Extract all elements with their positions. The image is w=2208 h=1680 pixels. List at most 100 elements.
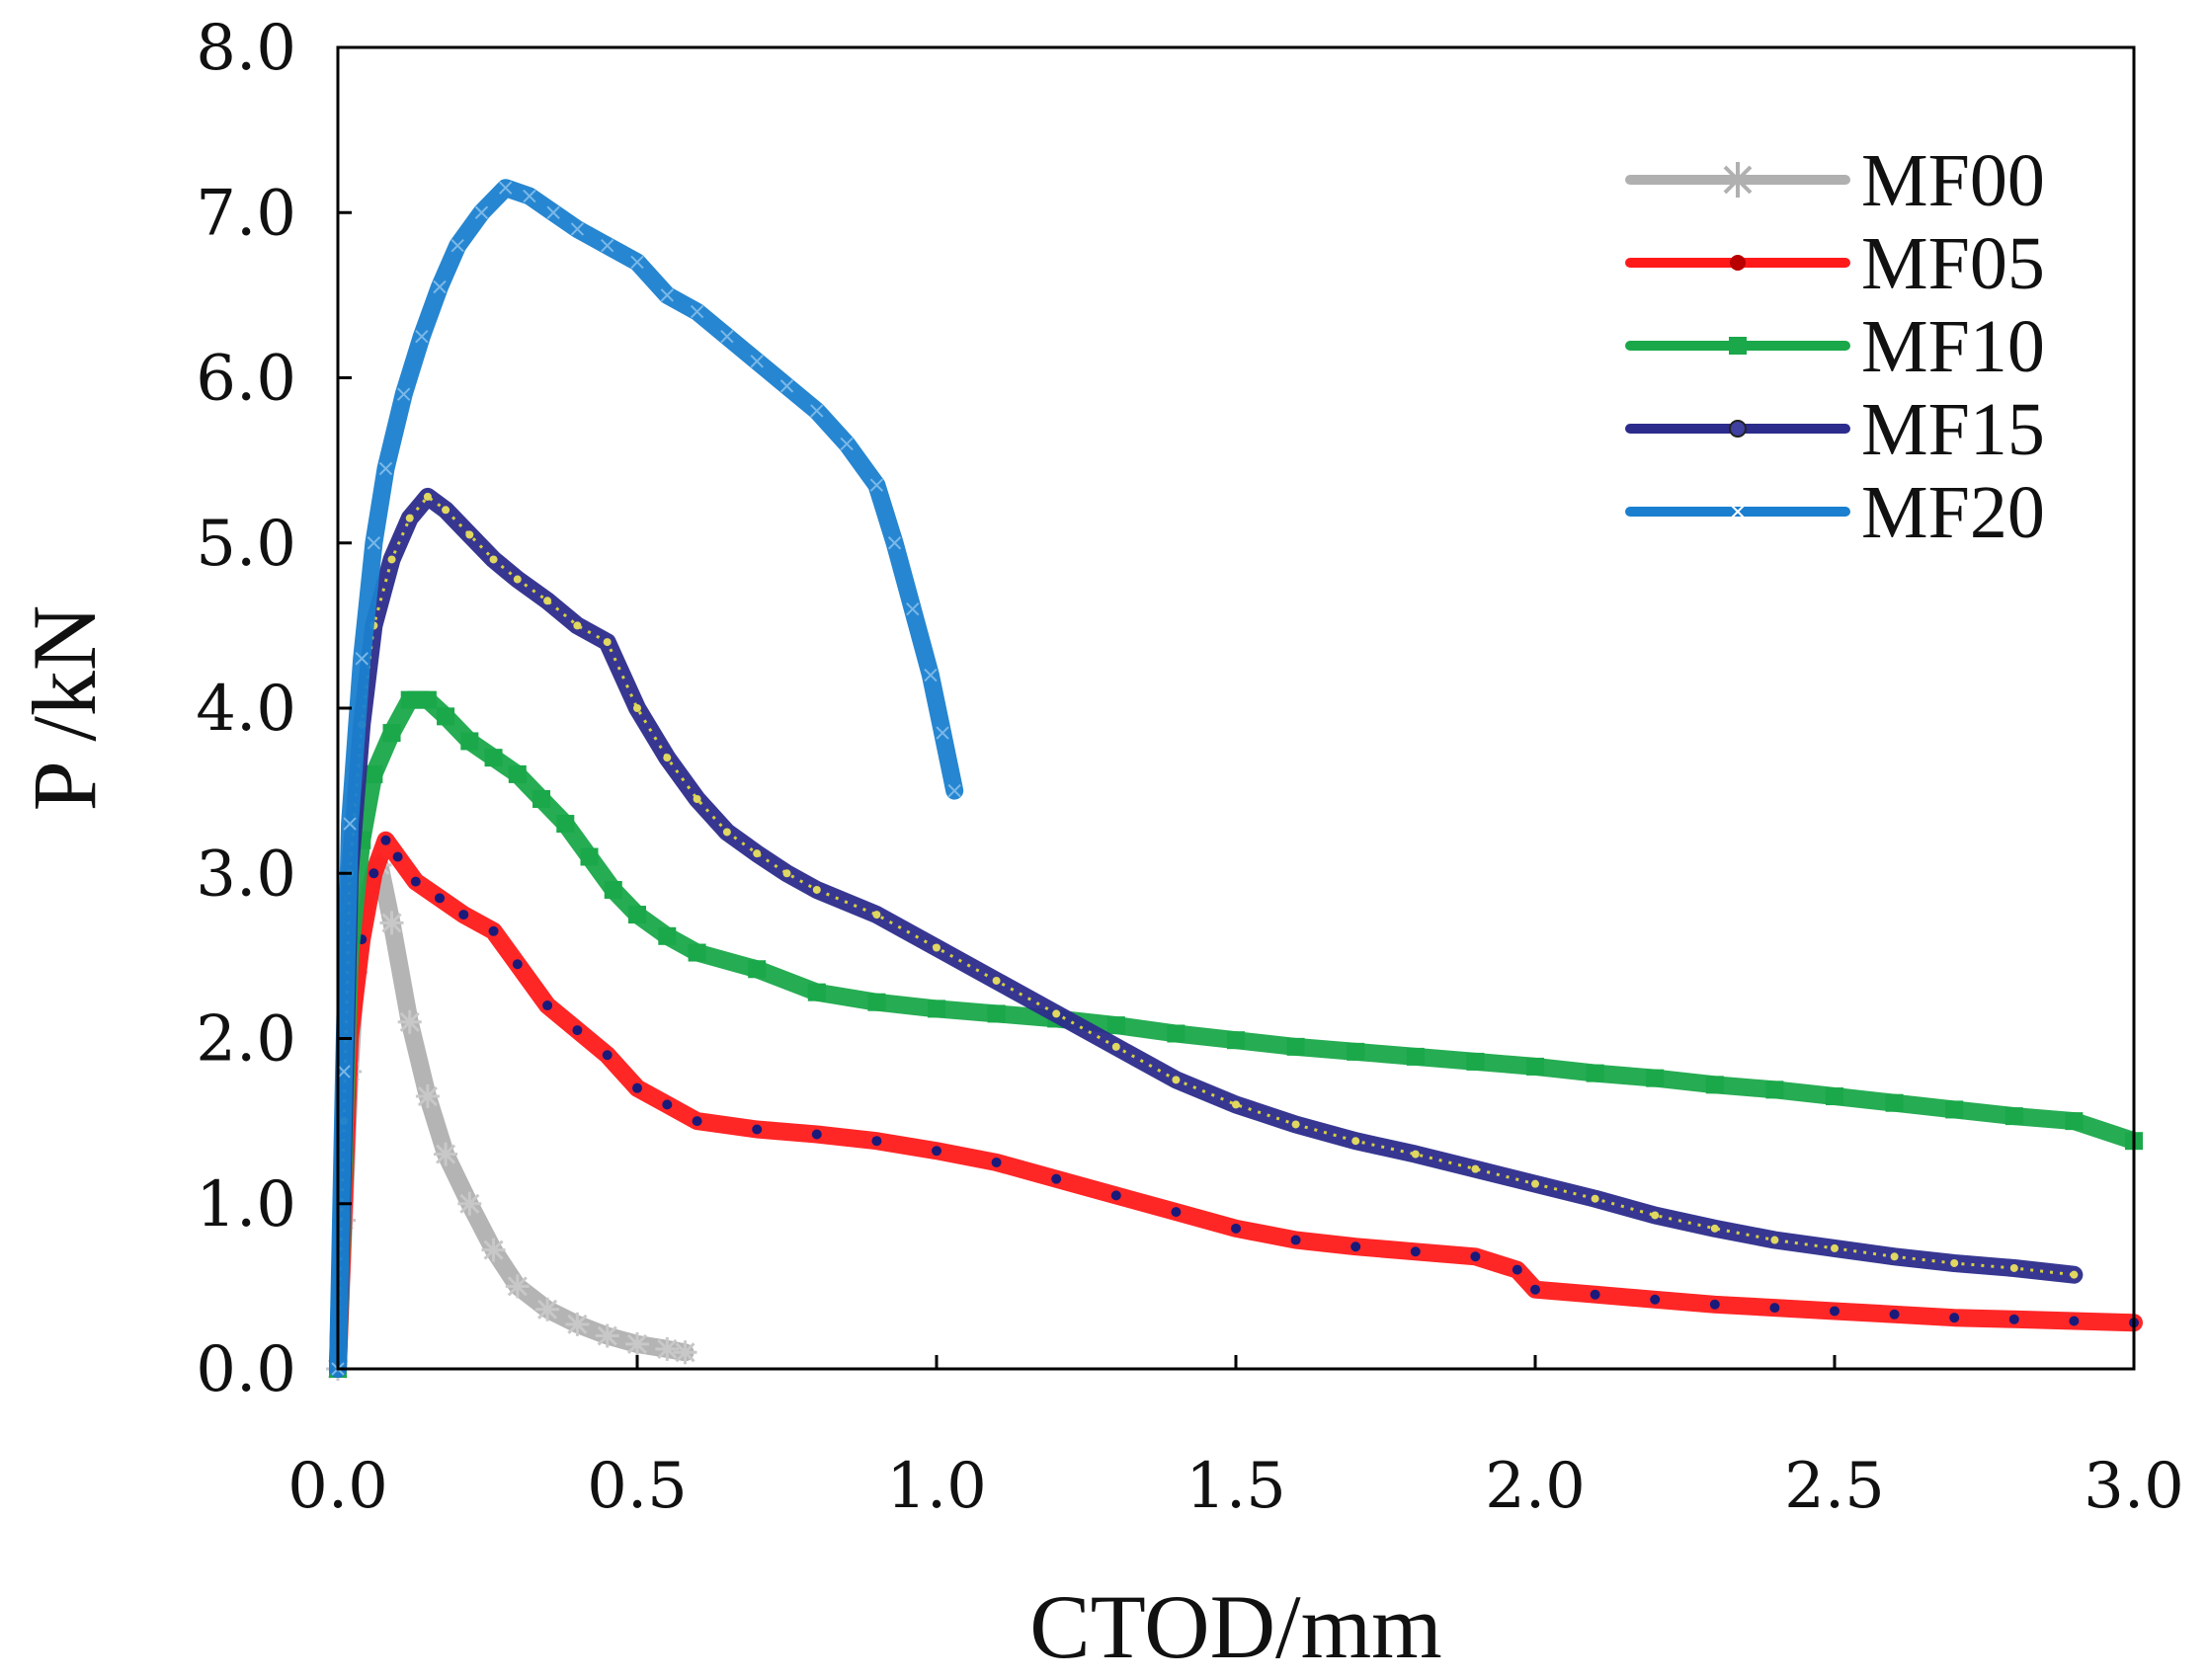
data-point-mf10 [382,724,401,743]
data-point-mf10 [532,789,551,808]
data-point-mf15 [1052,1009,1061,1018]
data-point-mf20 [474,205,489,219]
data-point-mf15 [753,849,762,858]
x-axis-title: CTOD/mm [1029,1576,1441,1677]
data-point-mf15 [1111,1042,1120,1051]
data-point-mf10 [1705,1076,1724,1094]
data-point-mf15 [992,976,1001,985]
data-point-mf10 [437,707,455,726]
data-point-mf20 [396,387,411,401]
data-point-mf15 [693,794,701,803]
data-point-mf05 [1530,1284,1540,1295]
y-tick-label: 2.0 [196,1003,296,1077]
x-tick-label: 0.5 [587,1450,688,1523]
data-point-mf00 [415,1084,440,1109]
data-point-mf20 [947,783,961,798]
data-point-mf05 [542,1000,553,1011]
data-point-mf20 [887,536,902,550]
y-tick-label: 1.0 [196,1168,296,1241]
data-point-mf20 [936,726,949,740]
data-point-mf10 [807,983,826,1001]
data-point-mf05 [692,1116,702,1127]
legend-label-mf20: MF20 [1861,471,2045,554]
data-point-mf05 [932,1146,941,1157]
data-point-mf00 [505,1274,530,1299]
data-point-mf20 [660,288,675,302]
data-point-mf10 [418,690,437,709]
y-tick-label: 5.0 [196,508,296,581]
data-point-mf05 [991,1157,1002,1167]
y-tick-label: 3.0 [196,838,296,911]
data-point-mf15 [423,492,432,501]
data-point-mf10 [1586,1064,1604,1082]
data-point-mf05 [1769,1303,1780,1314]
data-point-mf15 [1351,1137,1360,1146]
data-point-mf15 [405,514,414,522]
data-point-mf10 [365,764,383,783]
data-point-mf20 [906,601,920,616]
data-point-mf15 [543,597,552,605]
x-tick-label: 2.5 [1784,1450,1885,1523]
data-point-mf20 [546,205,560,219]
data-point-mf00 [535,1297,560,1321]
data-point-mf15 [465,530,474,539]
data-point-mf05 [1171,1207,1182,1218]
data-point-mf05 [1709,1299,1720,1310]
data-point-mf10 [1885,1093,1904,1112]
y-tick-label: 0.0 [196,1333,296,1406]
data-point-mf15 [513,575,522,584]
data-point-mf05 [1470,1251,1481,1262]
data-point-mf20 [337,1065,351,1079]
data-point-mf10 [1406,1047,1425,1066]
legend-marker-mf10 [1729,337,1747,355]
axis-ticks: 0.0 0.5 1.0 1.5 2.0 2.5 3.0 0.0 1.0 2.0 3.0 4.0 5.0 6… [196,12,2184,1523]
data-point-mf00 [481,1238,506,1262]
data-point-mf10 [400,690,419,709]
data-point-mf20 [378,461,393,476]
legend-marker-mf20 [1731,505,1745,519]
data-point-mf10 [580,847,599,866]
data-point-mf05 [1231,1223,1241,1234]
series-line-mf20 [329,179,964,1378]
data-point-mf05 [1110,1190,1121,1201]
y-axis-title: P /kN [14,605,115,812]
legend-marker-mf00 [1720,162,1756,198]
data-point-mf10 [1167,1024,1186,1043]
data-point-mf15 [1471,1164,1480,1173]
data-point-mf10 [1526,1057,1544,1076]
data-point-mf20 [343,817,357,831]
x-tick-label: 1.5 [1186,1450,1286,1523]
data-point-mf05 [1590,1289,1600,1300]
data-point-mf20 [779,379,794,393]
data-point-mf15 [933,943,940,952]
data-point-mf15 [442,506,450,515]
data-point-mf05 [752,1124,763,1135]
data-point-mf15 [633,704,641,712]
data-point-mf15 [1890,1252,1899,1261]
x-tick-label: 3.0 [2084,1450,2184,1523]
data-point-mf05 [2069,1316,2080,1326]
data-point-mf15 [1651,1211,1660,1220]
data-point-mf05 [662,1099,673,1110]
data-point-mf05 [811,1129,822,1140]
legend-marker-mf15 [1729,420,1747,438]
data-point-mf05 [1350,1241,1361,1252]
data-point-mf05 [1410,1246,1421,1257]
data-point-mf20 [415,329,429,344]
data-point-mf15 [1531,1179,1539,1188]
x-tick-label: 1.0 [886,1450,987,1523]
data-point-mf15 [1172,1076,1181,1084]
data-point-mf10 [1646,1069,1665,1087]
data-point-mf05 [488,925,499,936]
data-point-mf15 [1831,1243,1839,1252]
data-point-mf00 [565,1312,590,1336]
y-tick-label: 7.0 [196,177,296,250]
data-point-mf15 [489,555,498,564]
data-point-mf15 [2070,1270,2079,1279]
data-point-mf15 [1591,1194,1599,1203]
legend-label-mf15: MF15 [1861,388,2045,471]
data-point-mf10 [484,749,503,767]
data-point-mf05 [1949,1313,1960,1323]
data-point-mf10 [1466,1052,1485,1071]
